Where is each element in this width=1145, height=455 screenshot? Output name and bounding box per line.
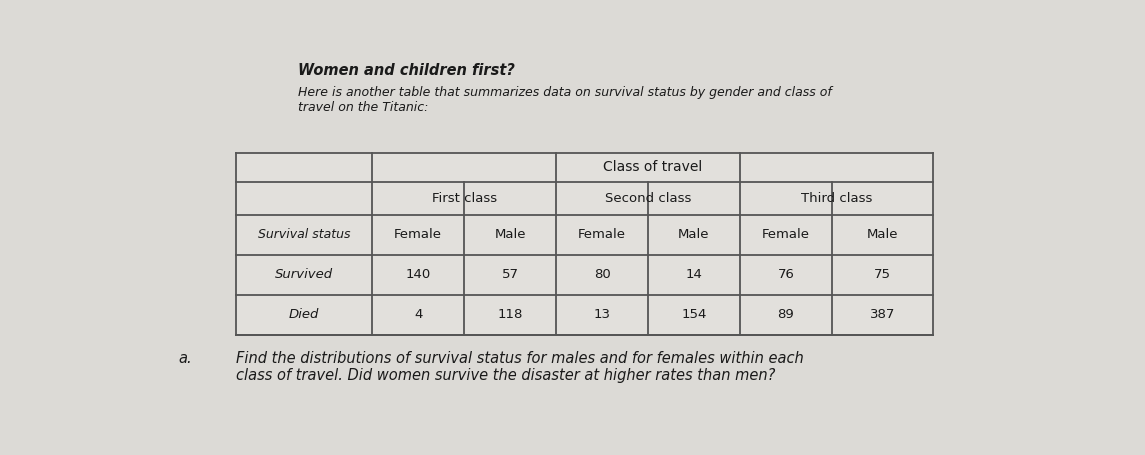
Text: Second class: Second class <box>605 192 692 205</box>
Text: Male: Male <box>495 228 526 241</box>
Text: a.: a. <box>179 351 192 366</box>
Text: Class of travel: Class of travel <box>603 160 702 174</box>
Text: Survival status: Survival status <box>258 228 350 241</box>
Text: Third class: Third class <box>800 192 872 205</box>
Text: 13: 13 <box>593 308 610 321</box>
Text: 89: 89 <box>777 308 795 321</box>
Text: 4: 4 <box>414 308 423 321</box>
Text: 140: 140 <box>405 268 431 281</box>
Text: Male: Male <box>678 228 710 241</box>
Text: Female: Female <box>394 228 442 241</box>
Text: 57: 57 <box>502 268 519 281</box>
Text: 14: 14 <box>686 268 702 281</box>
Text: 387: 387 <box>870 308 895 321</box>
Text: 75: 75 <box>874 268 891 281</box>
Text: Women and children first?: Women and children first? <box>299 63 515 78</box>
Text: Find the distributions of survival status for males and for females within each
: Find the distributions of survival statu… <box>236 351 804 383</box>
Text: 76: 76 <box>777 268 795 281</box>
Text: 154: 154 <box>681 308 706 321</box>
Text: Female: Female <box>761 228 810 241</box>
Text: Survived: Survived <box>275 268 333 281</box>
Text: First class: First class <box>432 192 497 205</box>
Text: Here is another table that summarizes data on survival status by gender and clas: Here is another table that summarizes da… <box>299 86 832 114</box>
Text: Died: Died <box>289 308 319 321</box>
Text: Female: Female <box>578 228 626 241</box>
Text: 80: 80 <box>593 268 610 281</box>
Text: 118: 118 <box>497 308 523 321</box>
Text: Male: Male <box>867 228 898 241</box>
